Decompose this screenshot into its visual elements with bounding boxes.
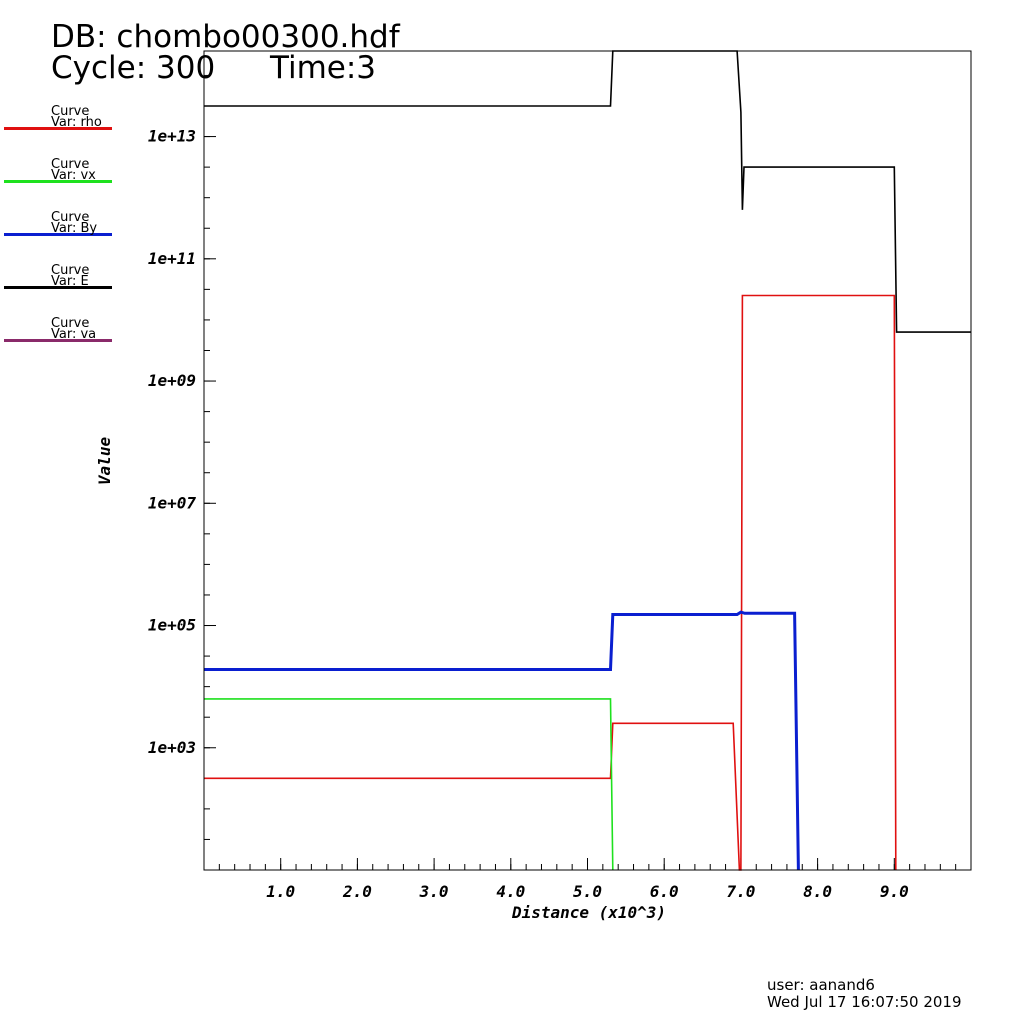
x-tick-label: 8.0 [803, 882, 832, 901]
legend-curve-label: Curve [51, 104, 90, 119]
y-tick-label: 1e+13 [148, 127, 196, 146]
legend-item-rho: Curve Var: rho [4, 104, 114, 130]
y-tick-label: 1e+05 [148, 616, 196, 635]
legend-var-label: Var: rho [51, 115, 102, 130]
legend-curve-label: Curve [51, 316, 90, 331]
series-line-rho [204, 294, 897, 871]
legend-var-label: Var: vx [51, 168, 96, 183]
legend-curve-label: Curve [51, 210, 90, 225]
legend-item-va: Curve Var: va [4, 316, 114, 342]
x-tick-label: 6.0 [650, 882, 679, 901]
footer-user: user: aanand6 [767, 976, 875, 994]
footer-date: Wed Jul 17 16:07:50 2019 [767, 993, 962, 1011]
legend-var-label: Var: E [51, 274, 89, 289]
legend-item-vx: Curve Var: vx [4, 157, 114, 183]
curves [204, 50, 971, 871]
legend-swatch [4, 180, 112, 183]
x-axis-label: Distance (x10^3) [511, 903, 666, 922]
y-tick-labels: 1e+03 1e+05 1e+07 1e+09 1e+11 1e+13 [148, 127, 197, 757]
legend-curve-label: Curve [51, 157, 90, 172]
x-tick-label: 4.0 [496, 882, 525, 901]
y-tick-label: 1e+03 [148, 738, 196, 757]
cycle-label: Cycle: 300 [51, 50, 216, 86]
minor-ticks [204, 74, 972, 871]
x-tick-label: 1.0 [266, 882, 295, 901]
legend-var-label: Var: va [51, 327, 97, 342]
legend-swatch [4, 127, 112, 130]
x-tick-labels: 1.0 2.0 3.0 4.0 5.0 6.0 7.0 8.0 9.0 [266, 882, 909, 901]
series-line-By [204, 610, 800, 871]
legend-item-E: Curve Var: E [4, 263, 114, 289]
x-tick-label: 2.0 [342, 882, 372, 901]
legend-swatch [4, 286, 112, 289]
db-title: DB: chombo00300.hdf [51, 19, 400, 55]
y-tick-label: 1e+11 [148, 249, 196, 268]
y-tick-label: 1e+09 [148, 371, 196, 390]
x-tick-label: 7.0 [726, 882, 755, 901]
legend-var-label: Var: By [51, 221, 98, 236]
major-ticks [204, 136, 895, 870]
series-line-E [204, 50, 971, 333]
x-tick-label: 9.0 [880, 882, 909, 901]
y-tick-label: 1e+07 [148, 493, 197, 512]
plot-frame [203, 50, 972, 871]
x-tick-label: 3.0 [419, 882, 449, 901]
time-label: Time:3 [270, 50, 377, 86]
y-axis-label: Value [95, 437, 114, 486]
legend-swatch [4, 233, 112, 236]
legend-swatch [4, 339, 112, 342]
legend-item-By: Curve Var: By [4, 210, 114, 236]
x-tick-label: 5.0 [573, 882, 602, 901]
legend-curve-label: Curve [51, 263, 90, 278]
series-line-vx [204, 698, 614, 871]
